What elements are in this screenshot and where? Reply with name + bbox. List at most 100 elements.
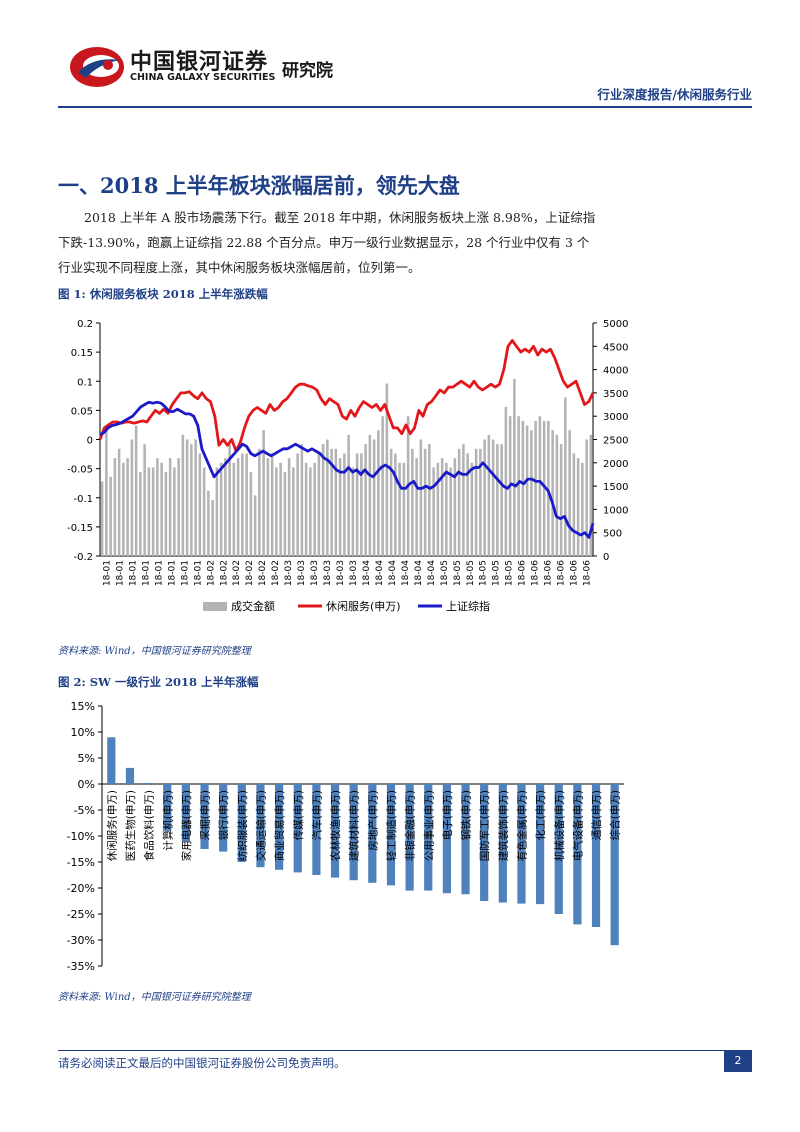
volume-bar — [398, 462, 401, 556]
volume-bar — [581, 462, 584, 556]
volume-bar — [109, 476, 112, 556]
volume-bar — [564, 397, 567, 556]
x-tick-label: 18-03 — [284, 560, 294, 586]
volume-bar — [236, 458, 240, 556]
industry-bar — [237, 784, 246, 862]
volume-bar — [164, 472, 168, 556]
industry-bar — [163, 784, 172, 831]
volume-bar — [126, 458, 129, 556]
industry-bar — [573, 784, 582, 925]
volume-bar — [317, 453, 321, 556]
volume-bar — [372, 439, 376, 556]
category-label: 有色金属(申万) — [515, 790, 528, 861]
x-tick-label: 18-03 — [349, 560, 359, 586]
volume-bar — [309, 467, 312, 556]
y-tick-label: -35% — [67, 960, 95, 973]
volume-bar — [347, 434, 350, 556]
volume-bar — [266, 458, 270, 556]
x-tick-label: 18-04 — [414, 560, 424, 586]
category-label: 房地产(申万) — [366, 790, 379, 851]
x-tick-label: 18-01 — [102, 560, 112, 586]
left-tick-label: 0.1 — [77, 377, 93, 388]
figure1-source: 资料来源: Wind，中国银河证券研究院整理 — [58, 646, 251, 657]
category-label: 汽车(申万) — [310, 790, 323, 840]
x-tick-label: 18-01 — [193, 560, 203, 586]
x-tick-label: 18-03 — [310, 560, 320, 586]
industry-bar — [480, 784, 489, 901]
volume-bar — [338, 458, 342, 556]
industry-bar — [256, 784, 265, 868]
company-logo-icon — [70, 47, 124, 87]
y-tick-label: -20% — [67, 882, 95, 895]
category-label: 非银金融(申万) — [404, 790, 417, 861]
volume-bar — [292, 467, 295, 556]
volume-bar — [194, 439, 197, 556]
category-label: 电气设备(申万) — [571, 790, 584, 861]
left-tick-label: -0.2 — [73, 552, 93, 563]
industry-bar — [200, 784, 209, 849]
x-tick-label: 18-03 — [323, 560, 333, 586]
volume-bar — [555, 434, 559, 556]
x-tick-label: 18-01 — [128, 560, 138, 586]
left-tick-label: 0.2 — [77, 319, 93, 330]
x-tick-label: 18-04 — [375, 560, 385, 586]
x-tick-label: 18-04 — [401, 560, 411, 586]
category-label: 化工(申万) — [534, 790, 547, 840]
industry-bar — [405, 784, 414, 891]
x-tick-label: 18-02 — [219, 560, 229, 586]
volume-bar — [423, 448, 427, 556]
x-tick-label: 18-06 — [531, 560, 541, 586]
category-label: 通信(申万) — [590, 790, 603, 840]
volume-bar — [279, 462, 282, 556]
volume-bar — [270, 453, 274, 556]
volume-bar — [462, 444, 465, 556]
x-tick-label: 18-04 — [427, 560, 437, 586]
volume-bar — [415, 458, 418, 556]
volume-bar — [113, 458, 117, 556]
industry-bar — [498, 784, 507, 903]
volume-bar — [249, 472, 253, 556]
logo-name-en: CHINA GALAXY SECURITIES — [130, 72, 276, 83]
left-tick-label: -0.05 — [67, 465, 93, 476]
volume-bar — [355, 453, 359, 556]
x-tick-label: 18-05 — [492, 560, 502, 586]
volume-bar — [479, 448, 482, 556]
volume-bar — [521, 420, 525, 556]
volume-bar — [504, 406, 508, 556]
category-label: 计算机(申万) — [161, 790, 174, 851]
paragraph-line-2: 下跌-13.90%，跑赢上证综指 22.88 个百分点。申万一级行业数据显示，2… — [58, 235, 590, 250]
x-tick-label: 18-02 — [245, 560, 255, 586]
right-tick-label: 4500 — [603, 342, 628, 353]
industry-bar — [424, 784, 433, 891]
figure2-chart: 15% 10% 5% 0% -5% -10% -15% -20% -25% -30% -35% 休闲服… — [67, 700, 624, 973]
volume-bar — [343, 453, 346, 556]
volume-bar — [211, 500, 214, 556]
leisure-services-line — [98, 339, 595, 453]
header-divider — [58, 106, 752, 108]
volume-bar — [313, 462, 316, 556]
industry-bar — [536, 784, 545, 905]
volume-bar — [436, 462, 440, 556]
industry-bar — [591, 784, 601, 927]
category-label: 交通运输(申万) — [254, 790, 267, 861]
volume-bar — [368, 434, 372, 556]
volume-bar — [160, 462, 163, 556]
volume-bar — [449, 467, 452, 556]
figure2-source: 资料来源: Wind，中国银河证券研究院整理 — [58, 992, 251, 1003]
volume-bar — [207, 490, 210, 556]
volume-bar — [202, 467, 206, 556]
footer-disclaimer: 请务必阅读正文最后的中国银河证券股份公司免责声明。 — [58, 1056, 346, 1070]
shanghai-composite-line — [99, 400, 595, 539]
volume-bar — [143, 444, 146, 556]
volume-bar — [156, 458, 159, 556]
legend-volume-label: 成交金额 — [231, 599, 275, 613]
volume-bar — [517, 416, 520, 556]
volume-bar — [559, 444, 563, 556]
right-tick-label: 500 — [603, 529, 622, 540]
volume-bar — [130, 439, 134, 556]
report-type: 行业深度报告/休闲服务行业 — [597, 87, 752, 102]
volume-bar — [139, 472, 142, 556]
right-tick-label: 1500 — [603, 482, 628, 493]
volume-bar — [483, 439, 486, 556]
volume-bar — [466, 453, 469, 556]
